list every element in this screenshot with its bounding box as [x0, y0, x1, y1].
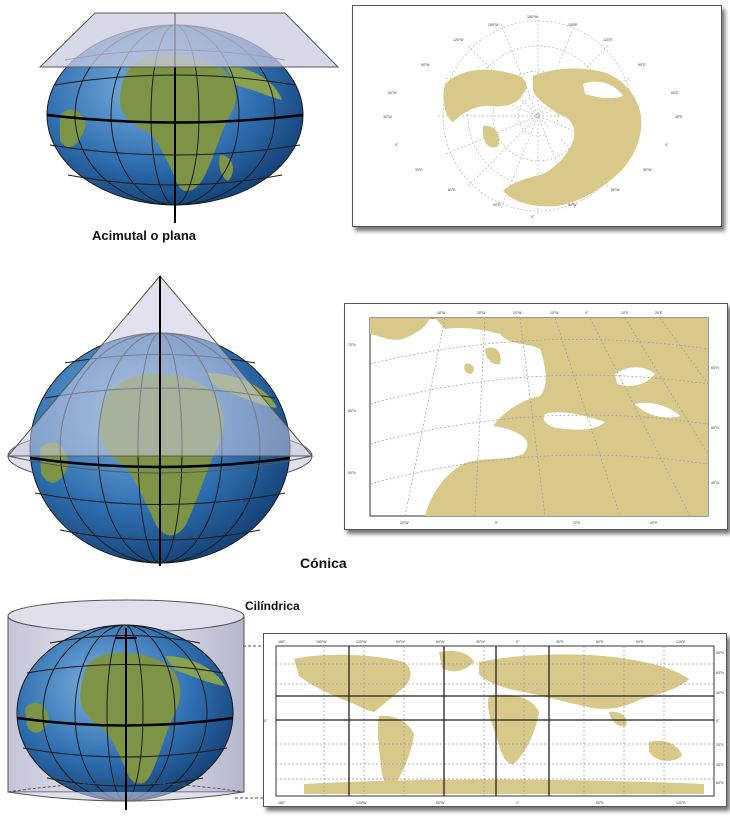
svg-text:0°: 0°: [495, 521, 499, 525]
svg-text:60°W: 60°W: [436, 801, 445, 805]
svg-text:60°W: 60°W: [436, 640, 445, 644]
conic-map: 40°W 30°W 20°W 10°W 0° 10°E 20°E 70°N 60…: [344, 303, 728, 530]
svg-text:50°N: 50°N: [348, 471, 356, 475]
svg-text:120°W: 120°W: [356, 801, 367, 805]
svg-text:90°E: 90°E: [636, 640, 644, 644]
svg-text:90°W: 90°W: [421, 63, 430, 67]
plane-surface: [38, 12, 340, 68]
svg-text:20°W: 20°W: [400, 521, 409, 525]
svg-text:150°W: 150°W: [488, 23, 499, 27]
svg-text:0°: 0°: [264, 719, 268, 723]
svg-text:30°E: 30°E: [675, 115, 683, 119]
svg-text:80°N: 80°N: [716, 651, 724, 655]
conic-globe-figure: [5, 268, 335, 568]
svg-text:120°E: 120°E: [603, 38, 613, 42]
svg-text:90°W: 90°W: [568, 203, 577, 207]
svg-text:30°W: 30°W: [476, 640, 485, 644]
svg-text:60°N: 60°N: [711, 366, 719, 370]
svg-text:20°W: 20°W: [513, 311, 522, 315]
svg-text:40°E: 40°E: [650, 521, 658, 525]
svg-text:60°W: 60°W: [611, 188, 620, 192]
svg-text:60°E: 60°E: [671, 91, 679, 95]
svg-text:70°N: 70°N: [348, 343, 356, 347]
svg-text:30°E: 30°E: [415, 168, 423, 172]
svg-text:40°N: 40°N: [711, 481, 719, 485]
svg-text:180°: 180°: [278, 640, 286, 644]
svg-text:180°W: 180°W: [527, 15, 538, 19]
svg-text:150°W: 150°W: [316, 640, 327, 644]
svg-text:120°W: 120°W: [453, 38, 464, 42]
svg-text:60°W: 60°W: [388, 91, 397, 95]
svg-text:40°N: 40°N: [716, 691, 724, 695]
azimuthal-label: Acimutal o plana: [92, 228, 197, 243]
azimuthal-globe-figure: [20, 5, 340, 225]
svg-text:90°E: 90°E: [638, 63, 646, 67]
svg-text:0°: 0°: [665, 143, 669, 147]
svg-text:0°: 0°: [395, 143, 399, 147]
cylindrical-globe-figure: [5, 598, 265, 818]
svg-text:30°W: 30°W: [477, 311, 486, 315]
svg-text:60°E: 60°E: [596, 640, 604, 644]
svg-text:30°E: 30°E: [556, 640, 564, 644]
svg-text:60°E: 60°E: [596, 801, 604, 805]
svg-text:50°N: 50°N: [711, 426, 719, 430]
svg-text:0°: 0°: [585, 311, 589, 315]
svg-text:10°E: 10°E: [621, 311, 629, 315]
cylindrical-label: Cilíndrica: [245, 599, 300, 613]
svg-text:20°S: 20°S: [716, 743, 724, 747]
svg-text:180°: 180°: [278, 801, 286, 805]
svg-text:60°N: 60°N: [348, 409, 356, 413]
svg-text:60°N: 60°N: [716, 671, 724, 675]
svg-text:0°: 0°: [516, 801, 520, 805]
svg-text:120°E: 120°E: [676, 640, 686, 644]
svg-text:30°W: 30°W: [643, 168, 652, 172]
svg-text:0°: 0°: [516, 640, 520, 644]
svg-text:30°W: 30°W: [383, 115, 392, 119]
svg-text:0°: 0°: [716, 719, 720, 723]
svg-text:40°W: 40°W: [437, 311, 446, 315]
svg-text:0°: 0°: [531, 215, 535, 219]
svg-text:150°E: 150°E: [568, 23, 578, 27]
azimuthal-map: 180°W 150°W 150°E 120°W 120°E 90°W 90°E …: [352, 5, 722, 227]
svg-text:20°E: 20°E: [655, 311, 663, 315]
svg-text:40°S: 40°S: [716, 763, 724, 767]
svg-text:20°E: 20°E: [573, 521, 581, 525]
svg-text:90°W: 90°W: [396, 640, 405, 644]
svg-text:60°E: 60°E: [448, 188, 456, 192]
svg-text:10°W: 10°W: [550, 311, 559, 315]
svg-text:120°W: 120°W: [356, 640, 367, 644]
cylindrical-map: 180° 150°W 120°W 90°W 60°W 30°W 0° 30°E …: [263, 633, 727, 807]
svg-text:60°S: 60°S: [716, 781, 724, 785]
svg-text:90°E: 90°E: [493, 203, 501, 207]
conic-label: Cónica: [300, 555, 347, 571]
svg-text:120°E: 120°E: [676, 801, 686, 805]
